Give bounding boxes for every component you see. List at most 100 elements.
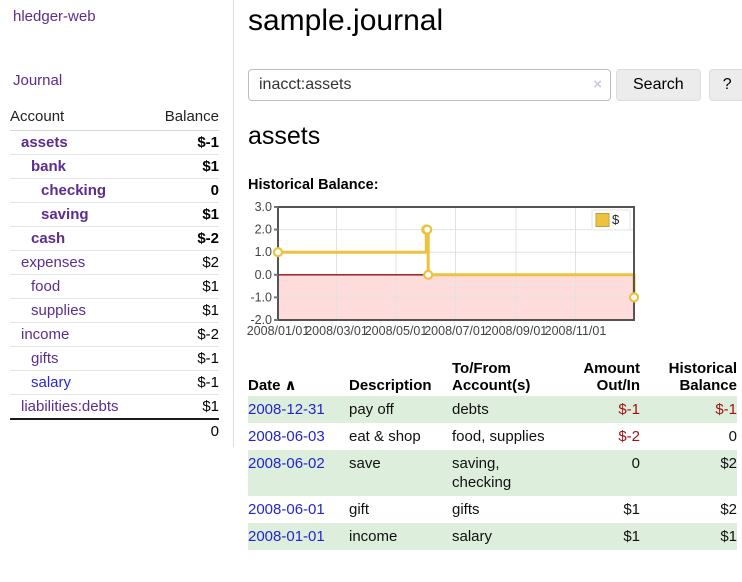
- svg-text:3.0: 3.0: [255, 200, 272, 214]
- svg-text:2.0: 2.0: [255, 223, 272, 237]
- transaction-amount: 0: [560, 450, 640, 496]
- transaction-description: pay off: [345, 396, 448, 423]
- sidebar-account-link-saving[interactable]: saving: [41, 206, 89, 223]
- transaction-accounts: salary: [448, 523, 560, 550]
- register-col-header-accounts: To/From Account(s): [452, 360, 531, 394]
- sidebar-account-row: expenses $2: [10, 250, 219, 275]
- transaction-description: eat & shop: [349, 428, 421, 445]
- svg-text:2008/07/01: 2008/07/01: [424, 324, 487, 338]
- register-row: 2008-12-31 pay off debts $-1 $-1: [248, 396, 737, 423]
- register-row: 2008-01-01 income salary $1 $1: [248, 523, 737, 550]
- search-button[interactable]: Search: [616, 69, 701, 101]
- sidebar-account-link-cash[interactable]: cash: [31, 230, 66, 247]
- sidebar-account-link-assets[interactable]: assets: [21, 134, 68, 151]
- sidebar-account-balance: $2: [149, 250, 219, 275]
- sidebar-account-link-income[interactable]: income: [21, 326, 70, 343]
- transaction-balance: $2: [720, 501, 737, 518]
- sidebar-account-row: supplies $1: [10, 298, 219, 323]
- transaction-balance: $1: [640, 523, 737, 550]
- svg-text:$: $: [612, 212, 620, 227]
- search-form: × Search ?: [248, 69, 742, 101]
- sidebar-account-row: saving $1: [10, 202, 219, 227]
- transaction-accounts: food, supplies: [452, 428, 545, 445]
- sidebar-account-row: gifts $-1: [10, 346, 219, 371]
- transaction-amount: $1: [623, 501, 640, 518]
- transaction-accounts: debts: [448, 396, 560, 423]
- search-help-button[interactable]: ?: [708, 69, 742, 101]
- register-col-header-date[interactable]: Date ∧: [248, 377, 297, 394]
- historical-balance-chart[interactable]: $3.0 2.0 1.0 0.0 -1.0 -2.0 2008/01/01 2008/03/0…: [240, 198, 742, 348]
- clear-search-icon[interactable]: ×: [593, 76, 602, 93]
- svg-text:0.0: 0.0: [255, 268, 272, 282]
- sidebar-account-row: checking 0: [10, 178, 219, 203]
- register-row: 2008-06-01 gift gifts $1 $2: [248, 496, 737, 523]
- sidebar-account-balance: $1: [149, 154, 219, 179]
- transaction-balance: 0: [728, 428, 737, 445]
- transaction-date-link[interactable]: 2008-06-01: [248, 501, 325, 518]
- sidebar-account-balance: $1: [149, 394, 219, 419]
- transaction-amount: $-2: [618, 428, 640, 445]
- account-heading: assets: [248, 122, 321, 150]
- sidebar-account-row: cash $-2: [10, 226, 219, 251]
- sidebar-account-row: liabilities:debts $1: [10, 394, 219, 419]
- sidebar-account-balance: $1: [149, 274, 219, 299]
- sidebar-account-balance: $1: [149, 202, 219, 227]
- sidebar: hledger-web Journal Account Balance asse…: [0, 0, 234, 447]
- sidebar-account-row: assets $-1: [10, 130, 219, 155]
- sidebar-account-row: food $1: [10, 274, 219, 299]
- sidebar-account-link-supplies[interactable]: supplies: [31, 302, 87, 319]
- sidebar-account-row: income $-2: [10, 322, 219, 347]
- transaction-description: income: [345, 523, 448, 550]
- sidebar-account-balance: $-1: [149, 130, 219, 155]
- sidebar-account-balance: $1: [149, 298, 219, 323]
- sidebar-account-link-bank[interactable]: bank: [31, 158, 67, 175]
- register-col-header-description: Description: [349, 377, 432, 394]
- sort-ascending-icon: ∧: [284, 377, 297, 394]
- sidebar-account-balance: $-1: [149, 346, 219, 371]
- transaction-date-link[interactable]: 2008-06-02: [248, 455, 325, 472]
- svg-text:1.0: 1.0: [255, 245, 272, 259]
- register-table: Date ∧ Description To/From Account(s) Amo…: [248, 358, 737, 550]
- svg-text:2008/11/01: 2008/11/01: [545, 324, 607, 338]
- register-row: 2008-06-03 eat & shop food, supplies $-2 0: [248, 423, 737, 450]
- accounts-col-header-account: Account: [10, 105, 150, 131]
- brand-link[interactable]: hledger-web: [13, 8, 96, 25]
- transaction-date-link[interactable]: 2008-06-03: [248, 428, 325, 445]
- svg-text:-2.0: -2.0: [250, 313, 272, 327]
- chart-title: Historical Balance:: [248, 177, 379, 193]
- transaction-balance: $2: [640, 450, 737, 496]
- sidebar-account-link-expenses[interactable]: expenses: [21, 254, 86, 271]
- sidebar-account-link-gifts[interactable]: gifts: [31, 350, 59, 367]
- transaction-date-link[interactable]: 2008-12-31: [248, 401, 325, 418]
- sidebar-accounts-table: Account Balance assets $-1 bank $1 checking 0…: [10, 105, 219, 443]
- sidebar-account-balance: 0: [149, 178, 219, 203]
- register-col-header-balance: Historical Balance: [668, 360, 737, 394]
- accounts-total-balance: 0: [149, 418, 219, 443]
- sidebar-account-row: salary $-1: [10, 370, 219, 395]
- sidebar-item-journal[interactable]: Journal: [13, 72, 63, 89]
- transaction-date-link[interactable]: 2008-01-01: [248, 528, 325, 545]
- sidebar-account-link-checking[interactable]: checking: [41, 182, 107, 199]
- register-row: 2008-06-02 save saving, checking 0 $2: [248, 450, 737, 496]
- svg-text:2008/05/01: 2008/05/01: [365, 324, 428, 338]
- svg-text:2008/09/01: 2008/09/01: [485, 324, 548, 338]
- svg-text:2008/01/01: 2008/01/01: [247, 324, 310, 338]
- transaction-balance: $-1: [640, 396, 737, 423]
- chart-canvas: $3.0 2.0 1.0 0.0 -1.0 -2.02008/01/012008/03/0…: [247, 200, 640, 338]
- sidebar-account-link-liabilities-debts[interactable]: liabilities:debts: [21, 398, 119, 415]
- sidebar-account-link-food[interactable]: food: [31, 278, 61, 295]
- transaction-description: save: [345, 450, 448, 496]
- sidebar-account-balance: $-2: [149, 322, 219, 347]
- sidebar-account-link-salary[interactable]: salary: [31, 374, 72, 391]
- svg-text:2008/03/01: 2008/03/01: [305, 324, 368, 338]
- svg-text:-1.0: -1.0: [250, 290, 272, 304]
- page-title: sample.journal: [248, 4, 444, 37]
- search-input[interactable]: [248, 69, 611, 101]
- sidebar-account-row: bank $1: [10, 154, 219, 179]
- accounts-total-row: 0: [10, 418, 219, 443]
- sidebar-account-balance: $-1: [149, 370, 219, 395]
- sidebar-account-balance: $-2: [149, 226, 219, 251]
- register-col-header-amount: Amount Out/In: [583, 360, 640, 394]
- accounts-col-header-balance: Balance: [149, 105, 219, 131]
- transaction-amount: $-1: [560, 396, 640, 423]
